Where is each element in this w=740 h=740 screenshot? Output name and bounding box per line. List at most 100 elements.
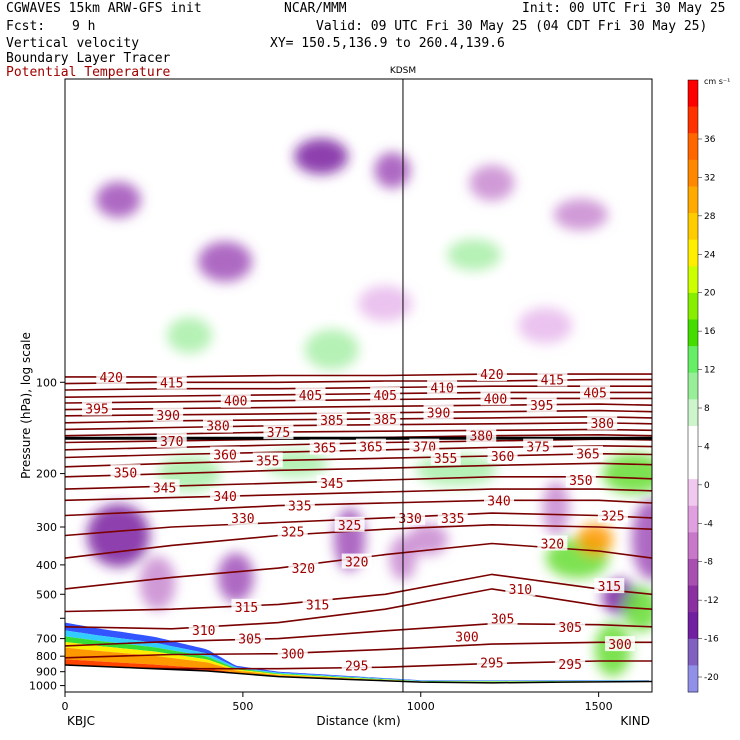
- xy-label: XY= 150.5,136.9 to 260.4,139.6: [270, 36, 505, 51]
- theta-label-11: 385: [320, 414, 343, 429]
- colorbar-seg-22: [688, 665, 698, 693]
- theta-label-49: 315: [306, 598, 329, 613]
- colorbar-seg-2: [688, 133, 698, 161]
- theta-label-bg-39: [437, 509, 468, 525]
- theta-label-20: 380: [469, 430, 492, 445]
- theta-label-bg-53: [234, 630, 265, 646]
- theta-label-bg-10: [202, 417, 233, 433]
- station-label-kdsm: KDSM: [390, 66, 416, 76]
- theta-label-bg-43: [537, 535, 568, 551]
- colorbar-label-13: -16: [704, 635, 719, 645]
- w-cell-26: [304, 329, 359, 370]
- colorbar-seg-19: [688, 585, 698, 613]
- theta-label-bg-25: [409, 438, 440, 454]
- theta-label-27: 350: [114, 466, 137, 481]
- w-cell-20: [374, 152, 411, 189]
- theta-label-bg-7: [476, 366, 507, 382]
- colorbar-label-6: 12: [704, 366, 715, 376]
- theta-label-24: 365: [359, 441, 382, 456]
- theta-label-bg-52: [188, 621, 219, 637]
- w-cell-0: [86, 503, 150, 567]
- colorbar-seg-21: [688, 638, 698, 666]
- colorbar-seg-17: [688, 532, 698, 560]
- theta-label-bg-51: [555, 618, 586, 634]
- theta-contour-350: [65, 462, 652, 478]
- theta-label-bg-32: [210, 487, 241, 503]
- fcst-label: Fcst:: [6, 19, 46, 34]
- theta-label-56: 300: [281, 648, 304, 663]
- colorbar-seg-6: [688, 239, 698, 267]
- theta-label-0: 420: [100, 371, 123, 386]
- theta-label-34: 350: [569, 474, 592, 489]
- w-cell-7: [631, 499, 652, 581]
- theta-label-3: 400: [224, 395, 247, 410]
- colorbar-seg-12: [688, 399, 698, 427]
- org-label: NCAR/MMM: [284, 1, 347, 16]
- colorbar-label-2: 28: [704, 212, 716, 222]
- theta-label-5: 405: [373, 389, 396, 404]
- y-tick-label-0: 100: [36, 376, 57, 389]
- theta-label-42: 325: [338, 519, 361, 534]
- theta-label-36: 340: [487, 494, 510, 509]
- w-cell-23: [358, 285, 413, 322]
- colorbar-label-4: 20: [704, 289, 716, 299]
- theta-label-bg-59: [555, 656, 586, 672]
- theta-label-31: 365: [576, 448, 599, 463]
- theta-label-bg-18: [263, 424, 294, 440]
- colorbar-label-5: 16: [704, 327, 716, 337]
- colorbar-seg-11: [688, 372, 698, 400]
- theta-label-17: 370: [160, 435, 183, 450]
- below-ground: [65, 665, 652, 692]
- theta-label-45: 320: [345, 556, 368, 571]
- theta-label-51: 305: [558, 621, 581, 636]
- fcst-value: 9 h: [72, 19, 96, 34]
- w-cell-2: [139, 556, 176, 611]
- colorbar-label-7: 8: [704, 404, 710, 414]
- x-axis-label: Distance (km): [316, 714, 400, 728]
- x-tick-label-3: 1500: [585, 700, 613, 713]
- theta-contour-380: [65, 421, 652, 431]
- theta-label-bg-40: [597, 507, 628, 523]
- theta-label-bg-55: [604, 636, 635, 652]
- theta-label-bg-17: [156, 432, 187, 448]
- theta-label-8: 415: [541, 374, 564, 389]
- w-cell-16: [602, 453, 652, 494]
- theta-label-bg-15: [526, 397, 557, 413]
- theta-label-46: 310: [509, 583, 532, 598]
- theta-label-22: 355: [256, 454, 279, 469]
- colorbar-seg-7: [688, 266, 698, 294]
- theta-label-29: 355: [434, 452, 457, 467]
- w-cell-25: [167, 317, 213, 354]
- colorbar-seg-20: [688, 612, 698, 640]
- colorbar-seg-8: [688, 292, 698, 320]
- theta-label-bg-13: [423, 404, 454, 420]
- colorbar-seg-13: [688, 425, 698, 454]
- bl-tracer-band-4: [65, 647, 649, 684]
- w-cell-22: [553, 198, 608, 231]
- w-cell-17: [95, 181, 141, 218]
- boundary-layer-tracer: [65, 622, 649, 684]
- colorbar-seg-1: [688, 106, 698, 134]
- theta-label-bg-3: [220, 392, 251, 408]
- theta-label-12: 385: [373, 413, 396, 428]
- colorbar-frame: [687, 79, 699, 693]
- w-cell-19: [294, 138, 349, 175]
- theta-label-bg-29: [430, 450, 461, 466]
- theta-label-bg-16: [580, 384, 611, 400]
- theta-label-bg-27: [110, 464, 141, 480]
- theta-label-32: 340: [213, 490, 236, 505]
- theta-label-30: 360: [491, 450, 514, 465]
- field-theta: Potential Temperature: [6, 65, 171, 80]
- theta-label-55: 300: [608, 638, 631, 653]
- theta-label-bg-36: [484, 492, 515, 508]
- theta-label-bg-56: [277, 645, 308, 661]
- colorbar-seg-3: [688, 159, 698, 187]
- theta-contour-310: [65, 588, 652, 630]
- theta-label-bg-54: [452, 628, 483, 644]
- theta-contour-400: [65, 397, 652, 404]
- y-tick-label-2: 300: [36, 521, 57, 534]
- x-tick-label-1: 500: [232, 700, 253, 713]
- theta-label-58: 295: [480, 657, 503, 672]
- theta-label-bg-14: [480, 390, 511, 406]
- theta-label-bg-9: [153, 406, 184, 422]
